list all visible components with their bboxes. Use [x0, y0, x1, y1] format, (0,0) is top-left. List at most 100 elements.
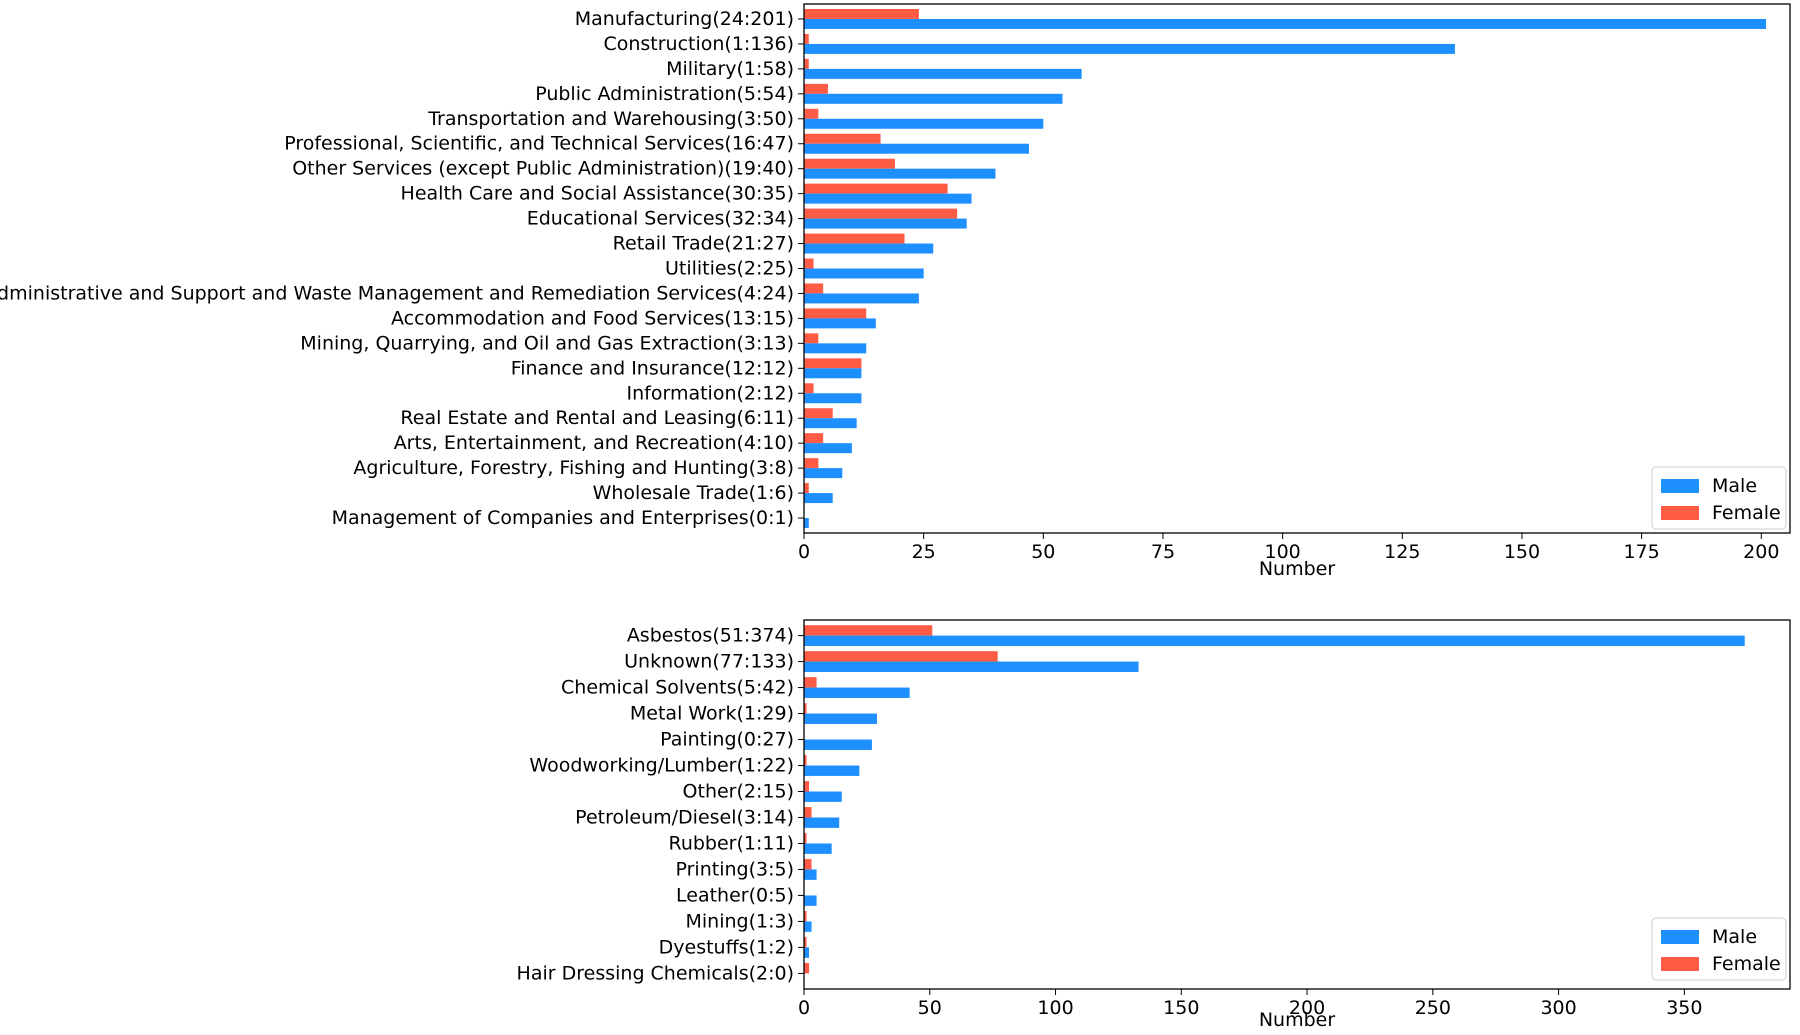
- bar-male-industry-4: [804, 118, 1044, 129]
- bar-male-industry-13: [804, 343, 867, 354]
- x-tick-label: 200: [1289, 997, 1325, 1019]
- y-tick-label: Mining(1:3): [686, 910, 795, 932]
- bar-male-industry-9: [804, 243, 934, 254]
- x-tick-label: 100: [1037, 997, 1073, 1019]
- legend-label-female: Female: [1712, 502, 1781, 524]
- y-tick-label: Professional, Scientific, and Technical …: [284, 133, 794, 155]
- x-tick-label: 250: [1415, 997, 1451, 1019]
- bar-female-industry-0: [804, 8, 919, 19]
- bar-female-industry-8: [804, 208, 958, 219]
- y-tick-label: Public Administration(5:54): [535, 83, 794, 105]
- bar-female-industry-18: [804, 458, 819, 469]
- bar-male-industry-18: [804, 468, 843, 479]
- bar-male-industry-15: [804, 393, 862, 404]
- y-tick-label: Transportation and Warehousing(3:50): [427, 108, 794, 130]
- y-tick-label: Hair Dressing Chemicals(2:0): [517, 962, 794, 984]
- bar-female-industry-9: [804, 233, 905, 244]
- y-tick-label: Mining, Quarrying, and Oil and Gas Extra…: [300, 332, 794, 354]
- x-axis-label: Number: [1259, 558, 1336, 580]
- x-tick-label: 150: [1163, 997, 1199, 1019]
- bar-male-exposure-10: [804, 895, 817, 906]
- y-tick-label: Agriculture, Forestry, Fishing and Hunti…: [353, 457, 794, 479]
- bar-female-industry-17: [804, 433, 824, 444]
- bar-male-industry-8: [804, 218, 967, 229]
- x-tick-label: 125: [1384, 541, 1420, 563]
- x-tick-label: 50: [1031, 541, 1055, 563]
- y-tick-label: Arts, Entertainment, and Recreation(4:10…: [394, 432, 794, 454]
- bar-female-exposure-7: [804, 807, 812, 818]
- x-tick-label: 300: [1540, 997, 1576, 1019]
- bar-female-industry-14: [804, 358, 862, 369]
- x-tick-label: 150: [1504, 541, 1540, 563]
- y-tick-label: Woodworking/Lumber(1:22): [529, 755, 794, 777]
- bar-male-exposure-4: [804, 739, 872, 750]
- exposure-chart: Asbestos(51:374) Unknown(77:133) Chemical …: [517, 619, 1791, 1031]
- bar-female-industry-3: [804, 83, 828, 94]
- y-tick-label: Printing(3:5): [676, 858, 795, 880]
- bar-female-exposure-11: [804, 911, 807, 922]
- bar-male-industry-0: [804, 18, 1767, 29]
- bar-female-exposure-2: [804, 677, 817, 688]
- bar-male-exposure-9: [804, 869, 817, 880]
- bar-female-industry-15: [804, 383, 814, 394]
- y-tick-label: Wholesale Trade(1:6): [593, 482, 794, 504]
- y-tick-label: Health Care and Social Assistance(30:35): [401, 183, 794, 205]
- legend-swatch-male: [1661, 930, 1699, 944]
- bar-male-industry-6: [804, 168, 996, 179]
- y-tick-label: Administrative and Support and Waste Man…: [0, 282, 794, 304]
- y-tick-label: Manufacturing(24:201): [575, 8, 794, 30]
- bar-female-industry-7: [804, 183, 948, 194]
- bar-male-exposure-8: [804, 843, 832, 854]
- bar-female-industry-11: [804, 283, 824, 294]
- y-tick-label: Accommodation and Food Services(13:15): [391, 307, 794, 329]
- y-tick-label: Dyestuffs(1:2): [659, 936, 794, 958]
- bar-female-exposure-9: [804, 859, 812, 870]
- y-tick-label: Real Estate and Rental and Leasing(6:11): [400, 407, 794, 429]
- legend-label-male: Male: [1712, 926, 1757, 948]
- bar-female-exposure-12: [804, 937, 807, 948]
- x-axis-label: Number: [1259, 1009, 1336, 1031]
- bar-male-exposure-11: [804, 921, 812, 932]
- bar-male-industry-20: [804, 518, 809, 529]
- bar-female-industry-10: [804, 258, 814, 269]
- bar-female-exposure-1: [804, 651, 998, 662]
- bar-female-industry-5: [804, 133, 881, 144]
- bar-male-exposure-5: [804, 765, 860, 776]
- y-tick-label: Metal Work(1:29): [630, 703, 794, 725]
- bar-male-exposure-6: [804, 791, 842, 802]
- y-tick-label: Military(1:58): [666, 58, 794, 80]
- y-tick-label: Other Services (except Public Administra…: [292, 158, 794, 180]
- y-tick-label: Information(2:12): [627, 382, 794, 404]
- y-tick-label: Leather(0:5): [676, 884, 794, 906]
- industry-chart: Manufacturing(24:201) Construction(1:136)…: [0, 3, 1791, 580]
- x-tick-label: 100: [1265, 541, 1301, 563]
- y-tick-label: Chemical Solvents(5:42): [561, 677, 794, 699]
- bar-male-industry-10: [804, 268, 924, 279]
- bar-female-exposure-0: [804, 625, 933, 636]
- x-tick-label: 200: [1743, 541, 1779, 563]
- x-tick-label: 0: [798, 541, 810, 563]
- bar-male-exposure-12: [804, 947, 810, 958]
- bar-female-industry-2: [804, 58, 809, 69]
- x-tick-label: 350: [1666, 997, 1702, 1019]
- y-tick-label: Retail Trade(21:27): [613, 233, 794, 255]
- bar-female-exposure-3: [804, 703, 807, 714]
- x-tick-label: 50: [918, 997, 942, 1019]
- bar-female-exposure-6: [804, 781, 810, 792]
- bar-male-industry-14: [804, 368, 862, 379]
- bar-male-industry-19: [804, 493, 833, 504]
- bar-female-industry-16: [804, 408, 833, 419]
- y-tick-label: Rubber(1:11): [668, 832, 794, 854]
- y-tick-label: Other(2:15): [683, 781, 794, 803]
- bar-male-industry-1: [804, 43, 1455, 54]
- y-tick-label: Educational Services(32:34): [527, 208, 794, 230]
- bar-male-exposure-1: [804, 661, 1139, 672]
- y-tick-label: Unknown(77:133): [624, 651, 794, 673]
- bar-male-industry-2: [804, 68, 1082, 79]
- legend-swatch-female: [1661, 506, 1699, 520]
- bar-male-industry-11: [804, 293, 919, 304]
- bar-female-industry-6: [804, 158, 895, 169]
- plot-frame: [803, 619, 1791, 990]
- bar-female-exposure-8: [804, 833, 807, 844]
- bar-male-industry-3: [804, 93, 1063, 104]
